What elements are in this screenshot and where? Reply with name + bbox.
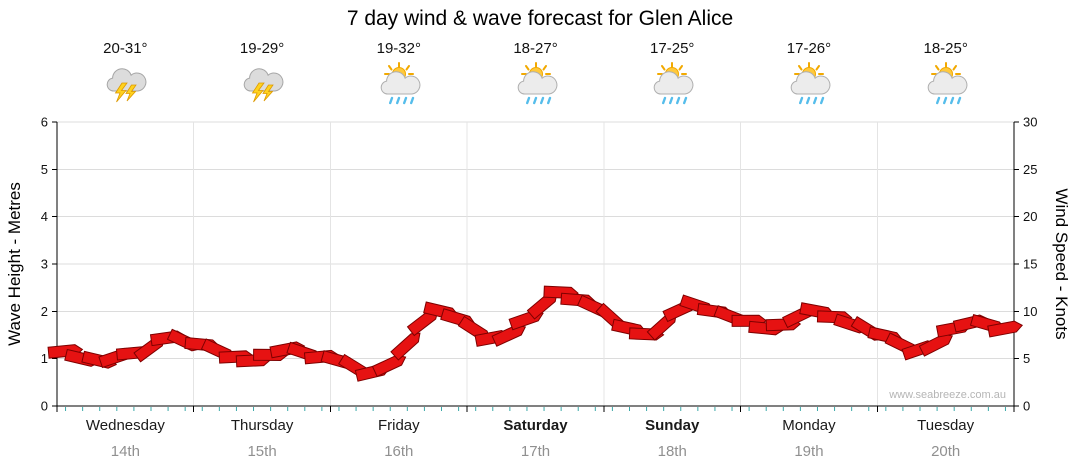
storm-icon: [57, 62, 194, 110]
svg-text:1: 1: [41, 351, 48, 366]
date-label: 20th: [931, 443, 961, 460]
date-label: 14th: [110, 443, 140, 460]
temp-range: 20-31°: [103, 40, 148, 57]
temp-range: 19-32°: [376, 40, 421, 57]
svg-text:2: 2: [41, 304, 48, 319]
sun-showers-icon: [604, 62, 741, 110]
day-label: Tuesday: [917, 417, 975, 434]
day-header: 20-31°: [57, 38, 194, 110]
day-label: Saturday: [503, 417, 568, 434]
day-header: 17-26°: [741, 38, 878, 110]
date-label: 16th: [384, 443, 414, 460]
day-header: 17-25°: [604, 38, 741, 110]
day-header: 19-29°: [194, 38, 331, 110]
page-title: 7 day wind & wave forecast for Glen Alic…: [346, 7, 734, 30]
svg-text:0: 0: [1023, 399, 1030, 414]
day-label: Monday: [782, 417, 836, 434]
svg-text:4: 4: [41, 209, 48, 224]
temp-range: 18-27°: [513, 40, 558, 57]
svg-text:20: 20: [1023, 209, 1037, 224]
temp-range: 19-29°: [239, 40, 285, 57]
day-label: Thursday: [230, 417, 294, 434]
sun-showers-icon: [467, 62, 604, 110]
storm-icon: [194, 62, 331, 110]
sun-showers-icon: [330, 62, 467, 110]
svg-text:30: 30: [1023, 115, 1037, 130]
day-date-row: 14th 15th 16th 17th 18th 19th 20th: [57, 443, 1014, 460]
svg-text:6: 6: [41, 115, 48, 130]
svg-text:25: 25: [1023, 162, 1037, 177]
date-label: 18th: [657, 443, 687, 460]
day-label: Wednesday: [85, 417, 165, 434]
date-label: 19th: [794, 443, 824, 460]
svg-text:5: 5: [41, 162, 48, 177]
temp-range: 17-25°: [650, 40, 695, 57]
day-header: 18-25°: [877, 38, 1014, 110]
day-label: Friday: [377, 417, 420, 434]
day-header-row: 20-31° 19-29° 19-32° 18-27° 17-25° 17-26…: [57, 38, 1014, 110]
day-header: 18-27°: [467, 38, 604, 110]
temp-range: 18-25°: [923, 40, 968, 57]
day-name-row: Wednesday Thursday Friday Saturday Sunda…: [57, 417, 1014, 434]
svg-text:5: 5: [1023, 351, 1030, 366]
date-label: 15th: [247, 443, 277, 460]
svg-text:15: 15: [1023, 257, 1037, 272]
sun-showers-icon: [741, 62, 878, 110]
date-label: 17th: [520, 443, 551, 460]
watermark: www.seabreeze.com.au: [888, 389, 1006, 401]
svg-text:10: 10: [1023, 304, 1037, 319]
sun-showers-icon: [877, 62, 1014, 110]
temp-range: 17-26°: [786, 40, 832, 57]
day-label: Sunday: [645, 417, 700, 434]
svg-text:0: 0: [41, 399, 48, 414]
day-header: 19-32°: [330, 38, 467, 110]
svg-text:3: 3: [41, 257, 48, 272]
